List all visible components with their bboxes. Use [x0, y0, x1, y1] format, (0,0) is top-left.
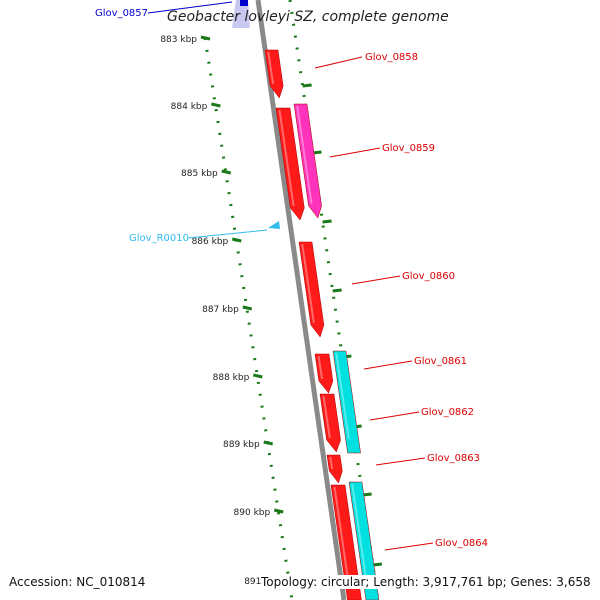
topology-label: Topology: circular; Length: 3,917,761 bp…: [261, 575, 591, 589]
feature-glov-0862-shine: [322, 395, 331, 439]
leader-line: [314, 56, 363, 69]
leader-line: [363, 360, 413, 370]
tick-label: 890 kbp: [234, 508, 271, 518]
tick-mark: [211, 102, 221, 108]
feature-label: Glov_0858: [365, 52, 418, 63]
tick-label: 887 kbp: [202, 305, 239, 315]
tick-mark: [252, 373, 263, 379]
feature-orf-a-shine: [335, 352, 350, 440]
feature-glov-0859b-shine: [296, 105, 313, 205]
feature-glov-0857-shadow: [232, 0, 250, 28]
accession-label: Accession: NC_010814: [9, 575, 146, 589]
feature-glov-0858: [264, 49, 284, 99]
tick-label: 884 kbp: [171, 102, 208, 112]
feature-glov-0863-shine: [329, 456, 334, 470]
feature-label: Glov_0863: [427, 453, 480, 464]
feature-glov-0860: [298, 241, 325, 338]
feature-label: Glov_0859: [382, 143, 435, 154]
tick-mark: [273, 508, 284, 514]
feature-glov-0857: [240, 0, 248, 6]
feature-glov-0859-shine: [278, 109, 295, 207]
feature-glov-r0010: [268, 221, 280, 229]
feature-label: Glov_0860: [402, 271, 455, 282]
gc-track-mark: [332, 288, 342, 293]
leader-line: [147, 1, 233, 14]
feature-glov-0861: [314, 353, 334, 394]
gc-track-mark: [372, 562, 383, 567]
feature-orf-b-shine: [351, 483, 369, 587]
leader-line: [351, 275, 401, 285]
tick-mark: [231, 237, 242, 243]
tick-mark: [221, 169, 232, 175]
genome-backbone: [255, 0, 347, 600]
gc-track-mark: [322, 219, 332, 224]
leader-line: [187, 229, 268, 239]
feature-label: Glov_R0010: [129, 233, 189, 244]
feature-label: Glov_0862: [421, 407, 474, 418]
feature-orf-b: [348, 481, 380, 600]
leader-line: [375, 457, 426, 466]
feature-glov-0860-shine: [301, 243, 315, 324]
map-title: Geobacter lovleyi SZ, complete genome: [167, 9, 449, 25]
tick-label: 886 kbp: [192, 237, 229, 247]
feature-glov-0862: [319, 393, 341, 453]
feature-glov-0858-shine: [267, 51, 275, 85]
feature-glov-0864-shine: [333, 486, 350, 587]
tick-label: 889 kbp: [223, 440, 260, 450]
leader-line: [384, 542, 434, 551]
tick-label: 885 kbp: [181, 169, 218, 179]
leader-line: [329, 147, 381, 158]
feature-label: Glov_0857: [95, 8, 148, 19]
feature-label: Glov_0861: [414, 356, 467, 367]
tick-label: 888 kbp: [213, 373, 250, 383]
tick-label: 883 kbp: [160, 35, 197, 45]
feature-orf-a: [332, 350, 361, 454]
feature-glov-0863: [326, 454, 343, 484]
gc-track-mark: [302, 83, 312, 88]
tick-mark: [200, 35, 211, 41]
feature-glov-0864: [330, 484, 362, 600]
tick-mark: [242, 305, 253, 311]
feature-label: Glov_0864: [435, 538, 488, 549]
feature-glov-0859: [275, 107, 305, 221]
leader-line: [369, 411, 420, 421]
gc-track-mark: [362, 492, 372, 497]
tick-mark: [263, 440, 274, 446]
feature-glov-0861-shine: [317, 355, 324, 380]
feature-glov-0859b: [293, 103, 322, 219]
